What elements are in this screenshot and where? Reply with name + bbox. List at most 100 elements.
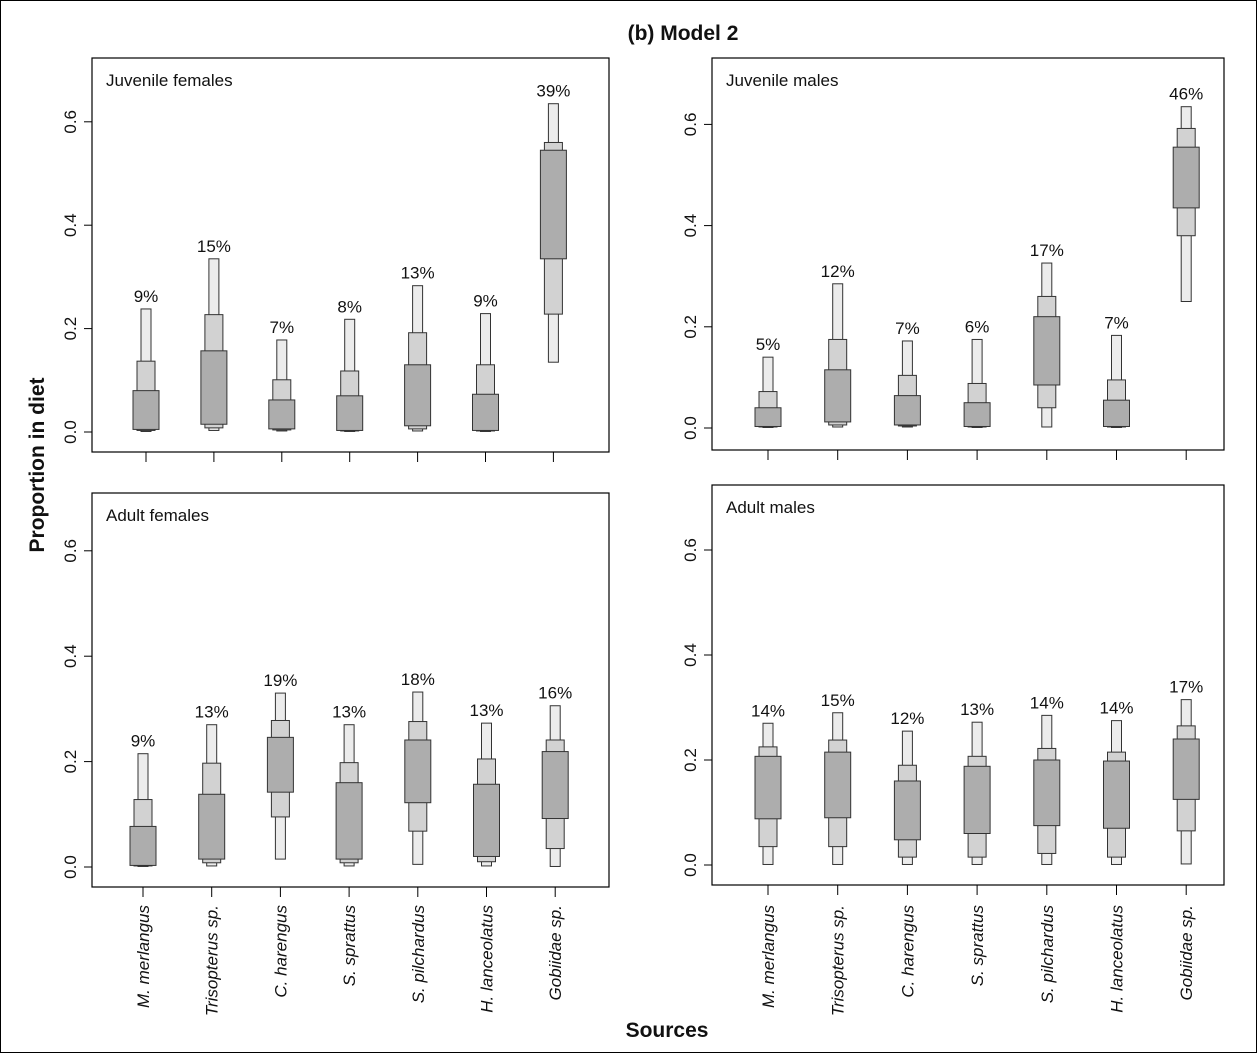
- percent-label: 13%: [401, 264, 435, 283]
- y-tick-label: 0.2: [61, 317, 80, 341]
- percent-label: 9%: [473, 292, 498, 311]
- y-tick-label: 0.0: [61, 420, 80, 444]
- plot-frame: [711, 484, 1225, 886]
- percent-label: 13%: [960, 700, 994, 719]
- percent-label: 16%: [538, 684, 572, 703]
- inner-interval-box: [963, 765, 991, 834]
- inner-interval-box: [268, 399, 296, 430]
- inner-interval-box: [473, 783, 500, 857]
- source-6: 17% Gobiidae sp.: [1169, 678, 1203, 1001]
- inner-interval-box: [472, 393, 499, 431]
- panel-title: Juvenile males: [726, 71, 838, 90]
- y-tick-label: 0.4: [61, 213, 80, 237]
- panel-title: Juvenile females: [106, 71, 233, 90]
- inner-interval-box: [1033, 759, 1061, 827]
- source-6: 16% Gobiidae sp.: [538, 684, 572, 1001]
- percent-label: 8%: [337, 297, 362, 316]
- source-2: 7%: [268, 318, 296, 462]
- inner-interval-box: [893, 395, 921, 426]
- percent-label: 12%: [821, 262, 855, 281]
- source-label: S. sprattus: [340, 905, 359, 987]
- plot-frame: [711, 57, 1225, 451]
- source-5: 7%: [1103, 313, 1130, 460]
- percent-label: 17%: [1169, 678, 1203, 697]
- source-3: 8%: [336, 297, 364, 462]
- y-tick-label: 0.4: [681, 214, 700, 238]
- source-4: 18% S. pilchardus: [401, 670, 435, 1003]
- source-label: Gobiidae sp.: [1177, 905, 1196, 1000]
- source-0: 9% M. merlangus: [129, 732, 157, 1008]
- y-tick-label: 0.6: [61, 110, 80, 134]
- panel-2: Adult females 0.0 0.2 0.4 0.6 9% M. merlangus 1…: [61, 492, 610, 1016]
- inner-interval-box: [539, 149, 567, 260]
- panel-title: Adult females: [106, 506, 209, 525]
- source-0: 14% M. merlangus: [751, 701, 785, 1008]
- inner-interval-box: [404, 739, 432, 804]
- plot-frame: [91, 492, 610, 888]
- source-1: 12%: [821, 262, 855, 460]
- source-label: S. sprattus: [968, 905, 987, 987]
- percent-label: 7%: [270, 318, 295, 337]
- inner-interval-box: [1033, 316, 1061, 386]
- inner-interval-box: [335, 782, 363, 860]
- percent-label: 13%: [195, 703, 229, 722]
- percent-label: 7%: [1104, 313, 1129, 332]
- y-axis: 0.0 0.2 0.4 0.6: [61, 539, 92, 879]
- percent-label: 15%: [821, 691, 855, 710]
- inner-interval-box: [754, 755, 782, 820]
- inner-interval-box: [754, 407, 782, 427]
- inner-interval-box: [541, 751, 569, 820]
- inner-interval-box: [1103, 760, 1130, 829]
- source-4: 13%: [401, 264, 435, 462]
- source-label: S. pilchardus: [1038, 905, 1057, 1004]
- source-1: 15% Trisopterus sp.: [821, 691, 855, 1016]
- source-6: 46%: [1169, 85, 1203, 460]
- source-5: 13% H. lanceolatus: [469, 701, 503, 1013]
- percent-label: 14%: [1099, 699, 1133, 718]
- percent-label: 46%: [1169, 85, 1203, 104]
- percent-label: 9%: [131, 732, 156, 751]
- source-2: 19% C. harengus: [263, 671, 297, 998]
- inner-interval-box: [893, 780, 921, 841]
- source-label: M. merlangus: [134, 905, 153, 1008]
- percent-label: 9%: [134, 287, 159, 306]
- inner-interval-box: [129, 825, 157, 866]
- inner-interval-box: [198, 793, 226, 860]
- panel-0: Juvenile females 0.0 0.2 0.4 0.6 9% 15% 7% 8% 13%…: [61, 57, 610, 462]
- source-2: 12% C. harengus: [890, 709, 924, 998]
- percent-label: 14%: [1030, 693, 1064, 712]
- y-tick-label: 0.0: [681, 853, 700, 877]
- panels: Juvenile females 0.0 0.2 0.4 0.6 9% 15% 7% 8% 13%…: [61, 57, 1225, 1016]
- inner-interval-box: [200, 350, 228, 425]
- source-3: 13% S. sprattus: [332, 703, 366, 987]
- percent-label: 12%: [890, 709, 924, 728]
- figure-title: (b) Model 2: [628, 22, 739, 45]
- source-label: H. lanceolatus: [478, 905, 497, 1013]
- percent-label: 13%: [469, 701, 503, 720]
- source-label: Gobiidae sp.: [546, 905, 565, 1000]
- inner-interval-box: [266, 736, 294, 793]
- percent-label: 7%: [895, 319, 920, 338]
- source-label: Trisopterus sp.: [829, 905, 848, 1016]
- percent-label: 39%: [536, 82, 570, 101]
- source-3: 6%: [963, 317, 991, 460]
- source-4: 17%: [1030, 241, 1064, 460]
- source-1: 15%: [197, 237, 231, 462]
- y-tick-label: 0.4: [61, 644, 80, 668]
- percent-label: 5%: [756, 335, 781, 354]
- inner-interval-box: [824, 369, 852, 423]
- source-label: Trisopterus sp.: [203, 905, 222, 1016]
- y-tick-label: 0.0: [61, 855, 80, 879]
- y-tick-label: 0.2: [61, 750, 80, 774]
- source-6: 39%: [536, 82, 570, 462]
- panel-3: Adult males 0.0 0.2 0.4 0.6 14% M. merlangus 15…: [681, 484, 1225, 1016]
- panel-title: Adult males: [726, 498, 815, 517]
- inner-interval-box: [1172, 738, 1200, 800]
- y-axis: 0.0 0.2 0.4 0.6: [681, 113, 712, 440]
- y-tick-label: 0.6: [61, 539, 80, 563]
- source-label: C. harengus: [271, 905, 290, 998]
- plot-frame: [91, 57, 610, 453]
- y-tick-label: 0.4: [681, 643, 700, 667]
- inner-interval-box: [404, 364, 432, 427]
